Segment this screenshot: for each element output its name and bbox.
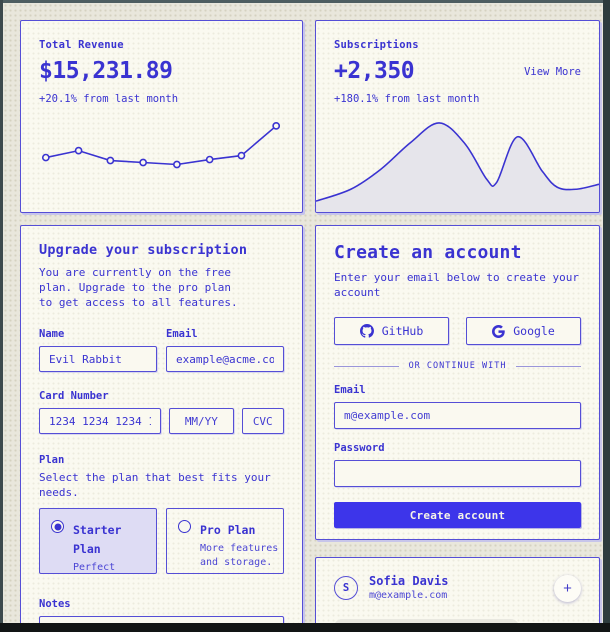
upgrade-title: Upgrade your subscription	[39, 242, 248, 258]
plan-name: Pro Plan	[200, 523, 256, 537]
card-number-label: Card Number	[39, 390, 109, 402]
divider-line	[334, 365, 399, 367]
radio-icon[interactable]	[51, 520, 64, 533]
signup-email-label: Email	[334, 384, 366, 396]
google-button[interactable]: Google	[466, 317, 581, 345]
card-number-input[interactable]	[39, 408, 162, 434]
billing-email-input[interactable]	[166, 346, 284, 372]
view-more-link[interactable]: View More	[524, 66, 581, 78]
billing-email-label: Email	[166, 328, 198, 340]
google-button-label: Google	[513, 324, 555, 338]
subscriptions-card-title: Subscriptions	[334, 39, 419, 51]
github-button[interactable]: GitHub	[334, 317, 449, 345]
create-account-button[interactable]: Create account	[334, 502, 581, 528]
card-cvc-input[interactable]	[241, 408, 284, 434]
password-label: Password	[334, 442, 385, 454]
plan-desc: More features and storage.	[200, 543, 279, 568]
divider-line	[516, 365, 582, 367]
plus-icon: +	[563, 579, 572, 597]
revenue-card-title: Total Revenue	[39, 39, 124, 51]
subscriptions-delta: +180.1% from last month	[334, 93, 480, 105]
name-input[interactable]	[39, 346, 157, 372]
add-user-button[interactable]: +	[554, 574, 581, 602]
avatar: S	[334, 576, 358, 600]
screen-edge-left	[0, 0, 3, 632]
chat-user-name: Sofia Davis	[369, 574, 449, 588]
upgrade-description: You are currently on the free plan. Upgr…	[39, 266, 238, 309]
divider-label: OR CONTINUE WITH	[408, 361, 507, 371]
revenue-value: $15,231.89	[39, 58, 173, 84]
create-account-card: Create an account Enter your email below…	[315, 225, 600, 540]
signup-subtitle: Enter your email below to create your ac…	[334, 271, 580, 299]
subscriptions-value: +2,350	[334, 58, 415, 84]
signup-title: Create an account	[334, 242, 522, 263]
plan-desc: Perfect for small businesses.	[73, 562, 116, 573]
chat-user-email: m@example.com	[369, 590, 448, 601]
total-revenue-card: Total Revenue $15,231.89 +20.1% from las…	[20, 20, 303, 213]
plan-name: Starter Plan	[73, 523, 122, 556]
signup-email-input[interactable]	[334, 402, 581, 429]
screen-edge-top	[0, 0, 610, 3]
plan-hint: Select the plan that best fits your need…	[39, 471, 271, 499]
upgrade-subscription-card: Upgrade your subscription You are curren…	[20, 225, 303, 632]
revenue-delta: +20.1% from last month	[39, 93, 179, 105]
notes-label: Notes	[39, 598, 71, 610]
subscriptions-chart	[316, 122, 599, 212]
github-icon	[359, 324, 374, 338]
chat-card: S Sofia Davis m@example.com +	[315, 557, 600, 632]
radio-icon[interactable]	[178, 520, 191, 533]
revenue-chart	[41, 122, 281, 169]
google-icon	[492, 324, 505, 338]
plan-option[interactable]: Pro Plan More features and storage.	[166, 508, 284, 574]
screen-edge-bottom	[0, 623, 610, 632]
screen-edge-right	[603, 0, 610, 632]
or-continue-divider: OR CONTINUE WITH	[334, 361, 582, 371]
password-input[interactable]	[334, 460, 581, 487]
plan-option[interactable]: Starter Plan Perfect for small businesse…	[39, 508, 157, 574]
subscriptions-card: Subscriptions +2,350 View More +180.1% f…	[315, 20, 600, 213]
card-expiry-input[interactable]	[169, 408, 234, 434]
github-button-label: GitHub	[381, 324, 424, 338]
plan-label: Plan	[39, 454, 65, 466]
name-label: Name	[39, 328, 65, 340]
